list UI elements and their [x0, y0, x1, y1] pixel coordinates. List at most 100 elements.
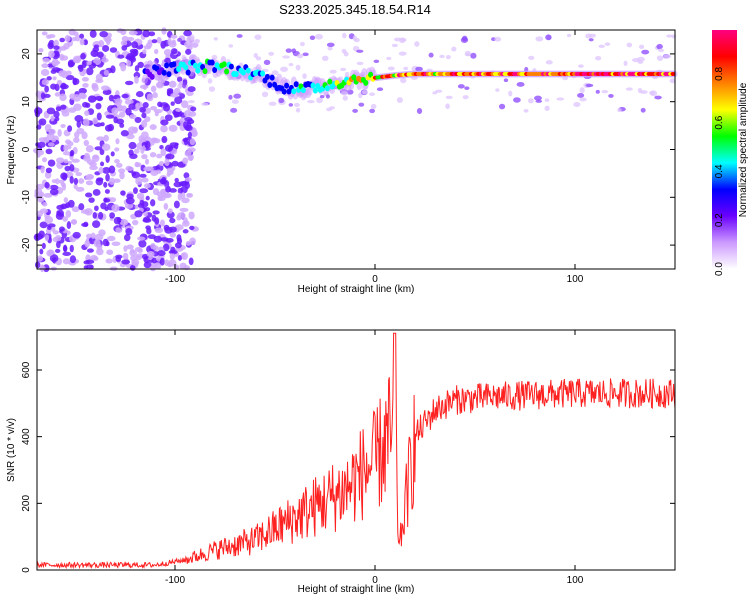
- heatmap-cell: [170, 246, 176, 254]
- x-tick-label: 100: [567, 274, 584, 285]
- heatmap-cell: [50, 115, 55, 122]
- heatmap-cell: [470, 52, 477, 59]
- heatmap-cell: [164, 62, 170, 69]
- heatmap-cell: [87, 95, 97, 103]
- heatmap-cell: [102, 45, 110, 52]
- snr-series-line: [36, 332, 676, 570]
- heatmap-cell: [414, 41, 420, 47]
- heatmap-cell: [143, 166, 152, 172]
- heatmap-cell: [230, 107, 238, 113]
- heatmap-cell: [45, 148, 53, 155]
- heatmap-cell: [102, 89, 112, 96]
- heatmap-cell: [186, 192, 193, 198]
- heatmap-cell: [150, 242, 156, 250]
- heatmap-cell: [69, 93, 76, 100]
- heatmap-cell: [59, 37, 65, 43]
- heatmap-cell: [168, 259, 177, 267]
- heatmap-cell: [55, 157, 65, 164]
- y-tick-label: -10: [21, 190, 32, 205]
- heatmap-cell: [103, 181, 108, 188]
- heatmap-cell: [139, 106, 146, 113]
- heatmap-cell: [131, 41, 139, 49]
- heatmap-cell: [376, 87, 384, 92]
- heatmap-cell: [656, 55, 664, 62]
- heatmap-cell: [188, 211, 195, 220]
- heatmap-cell: [88, 197, 95, 203]
- heatmap-cell: [134, 247, 143, 252]
- heatmap-cell: [358, 92, 363, 99]
- heatmap-cell: [42, 157, 48, 163]
- heatmap-cell: [114, 147, 120, 152]
- heatmap-cell: [185, 38, 190, 45]
- heatmap-cell: [150, 137, 158, 143]
- heatmap-cell: [416, 108, 423, 114]
- heatmap-cell: [126, 244, 134, 250]
- heatmap-cell: [150, 199, 156, 207]
- heatmap-cell: [228, 94, 233, 100]
- heatmap-cell: [155, 262, 162, 270]
- heatmap-cell: [134, 116, 142, 124]
- colorbar-tick-label: 0.8: [714, 67, 725, 81]
- heatmap-cell: [124, 203, 134, 209]
- heatmap-cell: [82, 118, 90, 127]
- heatmap-cell: [55, 106, 62, 112]
- heatmap-cell: [174, 96, 183, 105]
- heatmap-cell: [107, 235, 116, 242]
- heatmap-cell: [35, 183, 45, 190]
- heatmap-cell: [100, 122, 105, 127]
- heatmap-cell: [125, 107, 132, 116]
- heatmap-cell: [34, 261, 41, 269]
- heatmap-cell: [131, 219, 139, 226]
- heatmap-cell: [43, 93, 51, 98]
- heatmap-cell: [41, 79, 49, 86]
- heatmap-cell: [666, 34, 673, 38]
- heatmap-cell: [595, 55, 602, 61]
- snr-x-label: Height of straight line (km): [298, 584, 415, 595]
- heatmap-cell: [141, 112, 147, 119]
- heatmap-cell: [153, 235, 163, 243]
- heatmap-cell: [69, 244, 74, 253]
- spectrogram-heatmap: [33, 27, 678, 273]
- heatmap-cell: [98, 40, 105, 48]
- heatmap-cell: [60, 104, 67, 110]
- heatmap-cell: [55, 178, 60, 185]
- heatmap-cell: [185, 69, 191, 76]
- heatmap-cell: [54, 248, 61, 254]
- heatmap-cell: [90, 254, 98, 261]
- heatmap-cell: [228, 44, 233, 48]
- heatmap-cell: [86, 248, 94, 253]
- heatmap-cell: [342, 32, 347, 39]
- heatmap-cell: [164, 114, 173, 122]
- heatmap-cell: [85, 180, 94, 186]
- heatmap-cell: [663, 54, 672, 59]
- heatmap-cell: [90, 49, 99, 58]
- heatmap-cell: [67, 61, 74, 68]
- heatmap-cell: [81, 222, 89, 227]
- heatmap-cell: [41, 31, 48, 36]
- heatmap-cell: [143, 211, 148, 217]
- heatmap-cell: [41, 63, 49, 69]
- heatmap-cell: [291, 88, 297, 95]
- heatmap-cell: [307, 100, 315, 104]
- heatmap-cell: [182, 229, 189, 234]
- heatmap-cell: [78, 87, 87, 94]
- heatmap-cell: [585, 83, 594, 88]
- heatmap-cell: [184, 177, 192, 182]
- heatmap-cell: [190, 106, 197, 112]
- heatmap-cell: [127, 126, 137, 134]
- heatmap-cell: [149, 73, 155, 80]
- heatmap-cell: [99, 30, 109, 38]
- heatmap-cell: [111, 107, 119, 115]
- heatmap-cell: [161, 27, 167, 35]
- heatmap-cell: [73, 31, 79, 36]
- heatmap-cell: [169, 217, 176, 224]
- heatmap-cell: [439, 54, 445, 59]
- heatmap-cell: [37, 141, 46, 148]
- heatmap-cell: [604, 42, 611, 46]
- heatmap-cell: [128, 103, 137, 110]
- heatmap-cell: [162, 243, 170, 252]
- heatmap-cell: [71, 206, 80, 213]
- heatmap-cell: [133, 148, 140, 154]
- heatmap-cell: [51, 60, 61, 65]
- heatmap-cell: [324, 85, 330, 92]
